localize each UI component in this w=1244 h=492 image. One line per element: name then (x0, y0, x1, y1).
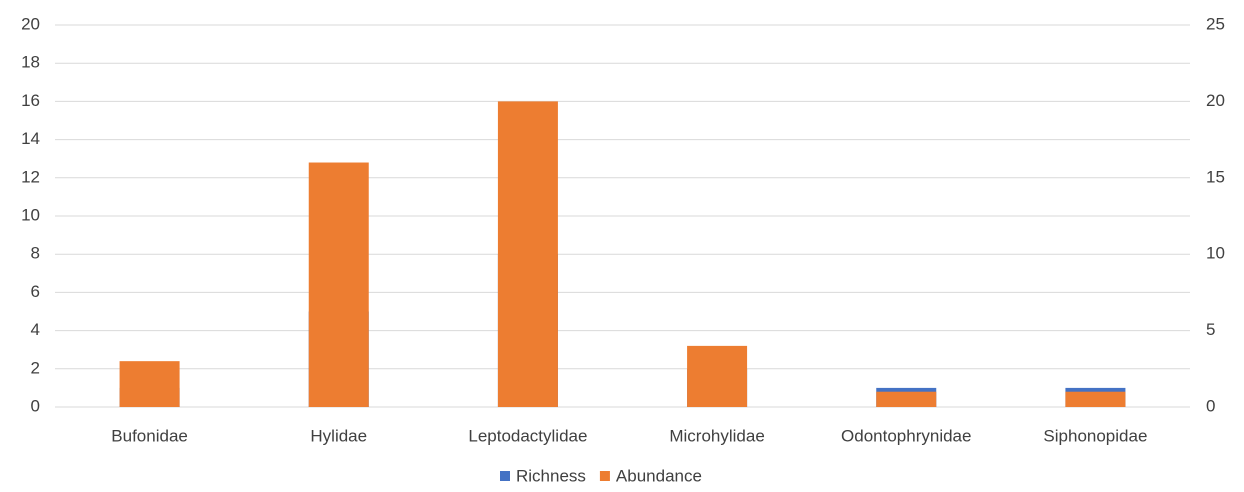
bar (308, 162, 369, 407)
y-tick-label: 4 (31, 320, 40, 339)
bar (687, 345, 748, 407)
y-tick-label: 2 (31, 358, 40, 377)
bar (876, 391, 937, 407)
y-tick-label: 20 (21, 14, 40, 33)
y-tick-label: 16 (21, 91, 40, 110)
bar (119, 361, 180, 407)
x-tick-label: Leptodactylidae (468, 426, 587, 445)
y2-tick-label: 5 (1206, 320, 1215, 339)
x-tick-label: Siphonopidae (1043, 426, 1147, 445)
y-tick-label: 0 (31, 396, 40, 415)
y-tick-label: 12 (21, 167, 40, 186)
legend-swatch (500, 471, 510, 481)
y2-tick-label: 0 (1206, 396, 1215, 415)
x-tick-label: Microhylidae (669, 426, 764, 445)
y2-tick-label: 10 (1206, 244, 1225, 263)
legend-swatch (599, 471, 610, 481)
y-tick-label: 8 (31, 244, 40, 263)
y2-tick-label: 15 (1206, 167, 1225, 186)
legend-label: Abundance (616, 466, 702, 485)
y2-tick-label: 25 (1206, 14, 1225, 33)
x-tick-label: Odontophrynidae (841, 426, 971, 445)
y-tick-label: 14 (21, 129, 40, 148)
x-tick-label: Hylidae (310, 426, 367, 445)
y-tick-label: 6 (31, 282, 40, 301)
legend-label: Richness (516, 466, 586, 485)
y-tick-label: 10 (21, 205, 40, 224)
x-tick-label: Bufonidae (111, 426, 188, 445)
bar (497, 101, 558, 408)
bar (1065, 391, 1126, 407)
y2-tick-label: 20 (1206, 91, 1225, 110)
y-tick-label: 18 (21, 53, 40, 72)
